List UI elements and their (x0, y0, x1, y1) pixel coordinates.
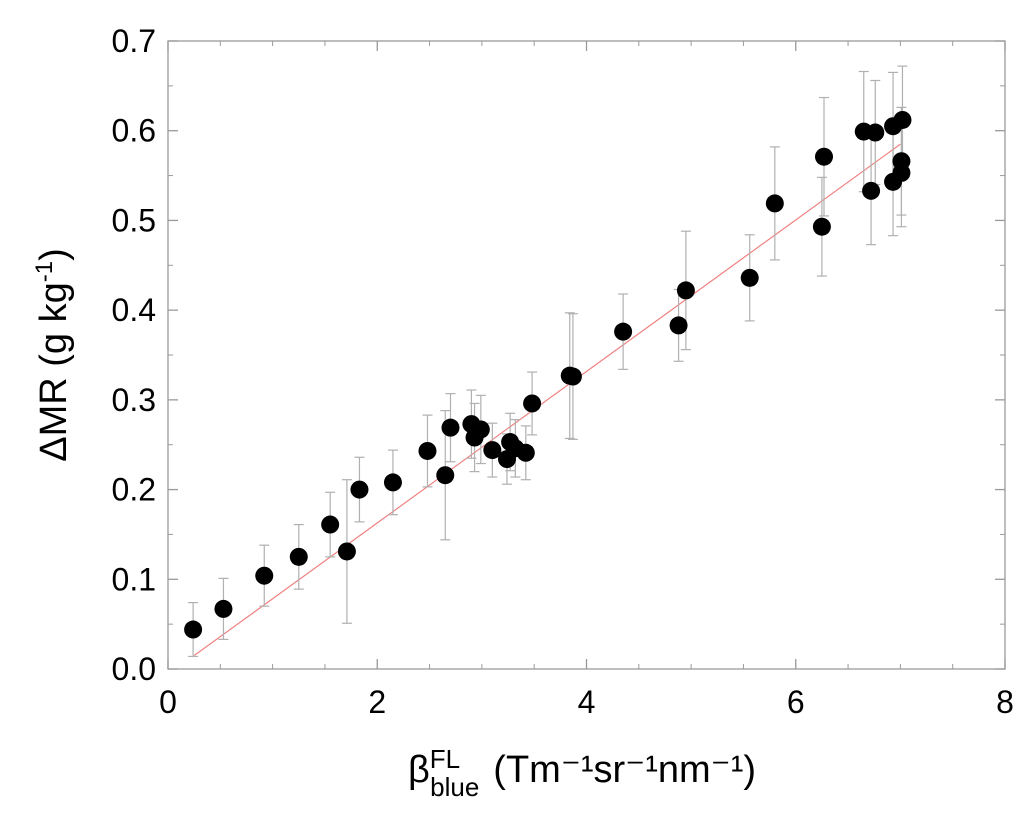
x-axis-title-base: β (408, 749, 430, 791)
data-point (563, 367, 582, 386)
y-axis-title-sup: -1 (31, 261, 58, 282)
data-point (418, 441, 437, 460)
data-point (350, 480, 369, 499)
data-point (383, 473, 402, 492)
error-bars (188, 65, 908, 658)
data-point (289, 547, 308, 566)
fit-line (193, 143, 901, 657)
data-point (893, 110, 912, 129)
data-point (483, 441, 502, 460)
y-tick-label: 0.3 (112, 382, 156, 418)
data-point (441, 418, 460, 437)
x-axis-ticks: 0 2 4 6 8 (159, 41, 1014, 720)
x-tick-label: 4 (578, 684, 596, 720)
x-tick-label: 8 (996, 684, 1014, 720)
y-axis-title-close: ) (33, 248, 75, 261)
data-points (184, 110, 912, 639)
data-point (214, 599, 233, 618)
data-point (862, 181, 881, 200)
data-point (184, 620, 203, 639)
data-point (740, 268, 759, 287)
x-axis-title: βFL blue (Tm⁻¹sr⁻¹nm⁻¹) (408, 744, 756, 802)
x-axis-title-sup: FL (430, 744, 460, 774)
data-point (436, 466, 455, 485)
data-point (614, 322, 633, 341)
y-tick-label: 0.6 (112, 113, 156, 149)
data-point (523, 394, 542, 413)
x-tick-label: 6 (787, 684, 805, 720)
y-tick-label: 0.2 (112, 472, 156, 508)
y-tick-label: 0.4 (112, 292, 156, 328)
data-point (866, 123, 885, 142)
y-tick-label: 0.7 (112, 23, 156, 59)
x-tick-label: 2 (368, 684, 386, 720)
data-point (516, 443, 535, 462)
y-tick-label: 0.0 (112, 651, 156, 687)
x-axis-title-unit: (Tm⁻¹sr⁻¹nm⁻¹) (493, 749, 756, 791)
y-axis-title: ΔMR (g kg-1) (31, 248, 75, 462)
y-axis-ticks: 0.0 0.1 0.2 0.3 0.4 0.5 0.6 0.7 (112, 23, 1005, 687)
data-point (814, 147, 833, 166)
data-point (812, 217, 831, 236)
data-point (892, 163, 911, 182)
y-axis-title-text: ΔMR (g kg (33, 282, 75, 462)
data-point (471, 420, 490, 439)
data-point (337, 542, 356, 561)
data-point (676, 281, 695, 300)
data-point (765, 194, 784, 213)
data-point (255, 566, 274, 585)
x-axis-title-sub: blue (430, 772, 479, 802)
y-tick-label: 0.1 (112, 561, 156, 597)
data-point (669, 316, 688, 335)
y-tick-label: 0.5 (112, 202, 156, 238)
data-point (321, 515, 340, 534)
fit-line-layer (193, 143, 901, 657)
x-tick-label: 0 (159, 684, 177, 720)
